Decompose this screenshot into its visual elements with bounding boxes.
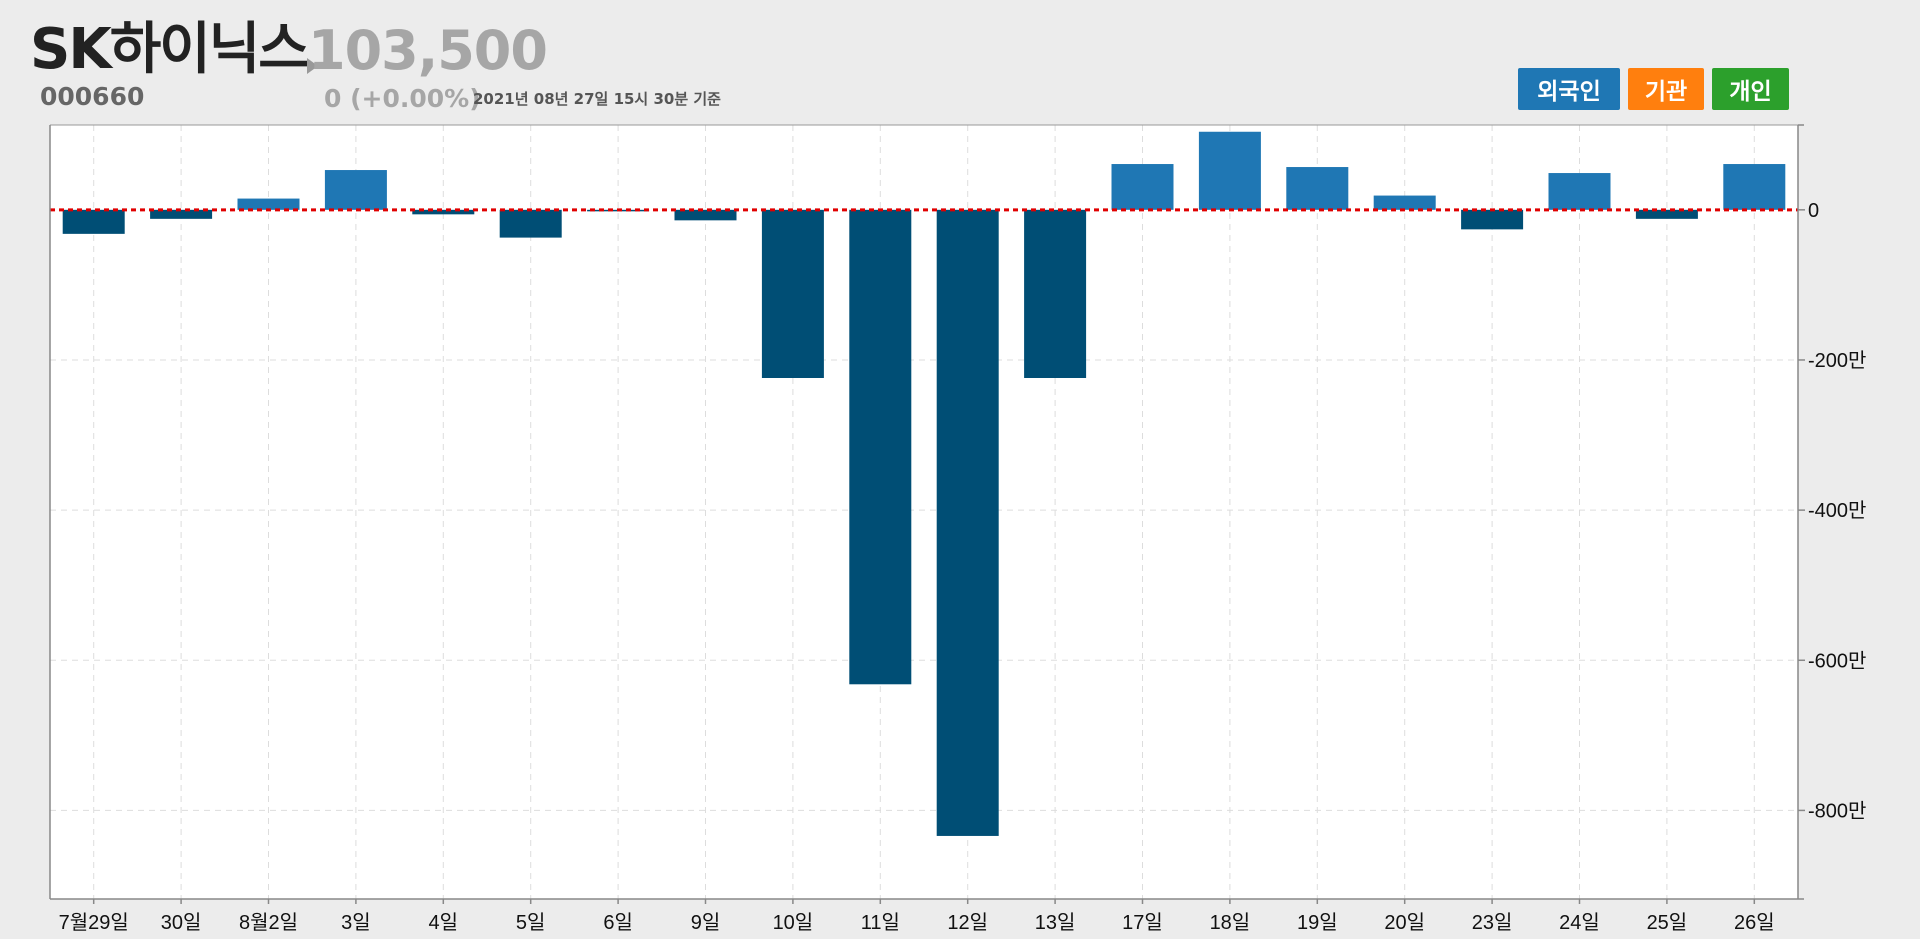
bar [1548, 173, 1611, 210]
bar [1373, 195, 1436, 210]
x-tick-label: 25일 [1647, 911, 1688, 934]
y-tick-label: -400만 [1808, 499, 1866, 522]
x-tick-label: 26일 [1734, 911, 1775, 934]
plot-area [50, 125, 1798, 899]
y-tick-label: 0 [1808, 200, 1819, 222]
price-change: 0 (+0.00%) [324, 84, 481, 113]
bar [237, 198, 300, 210]
x-tick-label: 5일 [516, 911, 546, 934]
x-tick-label: 12일 [947, 911, 988, 934]
x-tick-label: 8월2일 [239, 911, 298, 934]
bar [499, 209, 562, 238]
legend-foreigner-button[interactable]: 외국인 [1518, 68, 1620, 110]
x-tick-label: 4일 [429, 911, 459, 934]
bar [849, 209, 912, 685]
bar [1198, 131, 1261, 210]
bar [1286, 167, 1349, 210]
x-tick-label: 23일 [1472, 911, 1513, 934]
as-of-timestamp: 2021년 08년 27일 15시 30분 기준 [473, 90, 721, 108]
y-tick-label: -600만 [1808, 649, 1866, 672]
legend-institution-button[interactable]: 기관 [1628, 68, 1704, 110]
bar [150, 209, 213, 219]
x-tick-label: 3일 [341, 911, 371, 934]
x-tick-label: 11일 [861, 911, 900, 934]
bar [1723, 164, 1786, 210]
x-tick-label: 10일 [773, 911, 814, 934]
x-tick-label: 17일 [1122, 911, 1163, 934]
y-tick-label: -800만 [1808, 799, 1866, 822]
y-tick-label: -200만 [1808, 349, 1866, 372]
x-tick-label: 20일 [1384, 911, 1425, 934]
x-tick-label: 18일 [1210, 911, 1251, 934]
x-tick-label: 13일 [1035, 911, 1076, 934]
bar [674, 209, 737, 221]
x-tick-label: 30일 [161, 911, 202, 934]
bar [1635, 209, 1698, 219]
x-tick-label: 7월29일 [59, 911, 129, 934]
x-tick-label: 6일 [603, 911, 633, 934]
bar [324, 170, 387, 210]
stock-code: 000660 [40, 82, 145, 111]
x-tick-label: 24일 [1559, 911, 1600, 934]
x-tick-label: 19일 [1297, 911, 1338, 934]
stock-name: SK하이닉스 [30, 17, 310, 82]
x-tick-label: 9일 [691, 911, 721, 934]
price-direction-icon [307, 58, 318, 74]
stock-price: 103,500 [308, 19, 548, 82]
bar [1111, 164, 1174, 210]
bar [761, 209, 824, 378]
bar [1461, 209, 1524, 230]
bar [62, 209, 125, 234]
bar [936, 209, 999, 836]
bar [412, 209, 475, 215]
bar [1024, 209, 1087, 378]
legend-individual-button[interactable]: 개인 [1712, 68, 1789, 110]
